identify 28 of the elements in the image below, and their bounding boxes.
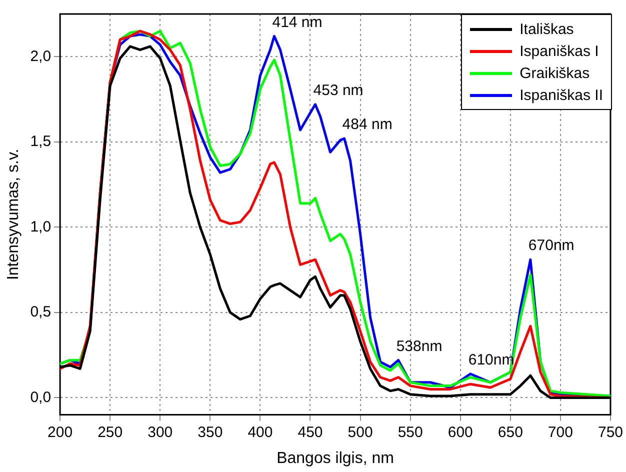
legend-label: Ispaniškas I [520, 42, 599, 60]
annotation: 670nm [528, 237, 574, 254]
x-tick-label: 400 [248, 424, 273, 441]
annotation: 484 nm [342, 116, 392, 134]
y-tick-label: 1,0 [30, 218, 52, 236]
x-tick-label: 300 [148, 424, 173, 441]
x-tick-label: 650 [498, 424, 523, 441]
y-tick-label: 0,5 [30, 304, 52, 321]
y-axis-title: Intensyvumas, s.v. [5, 148, 22, 280]
x-tick-label: 450 [298, 424, 323, 441]
x-tick-label: 200 [48, 424, 73, 441]
annotation: 414 nm [272, 14, 322, 31]
x-tick-label: 500 [348, 424, 373, 441]
x-tick-label: 250 [98, 424, 123, 441]
x-tick-label: 750 [598, 424, 623, 441]
annotation: 538nm [396, 338, 442, 355]
x-tick-label: 700 [548, 424, 573, 441]
annotation: 453 nm [313, 82, 364, 100]
x-tick-label: 350 [198, 424, 223, 441]
legend-label: Ispaniškas II [520, 86, 603, 104]
x-tick-label: 600 [448, 424, 473, 441]
y-tick-label: 2,0 [30, 48, 52, 65]
x-tick-label: 550 [398, 424, 423, 441]
y-tick-label: 0,0 [30, 388, 52, 406]
y-tick-label: 1,5 [30, 133, 52, 150]
legend-label: Itališkas [520, 20, 574, 38]
x-axis-title: Bangos ilgis, nm [276, 450, 394, 467]
legend-label: Graikiškas [520, 64, 590, 82]
